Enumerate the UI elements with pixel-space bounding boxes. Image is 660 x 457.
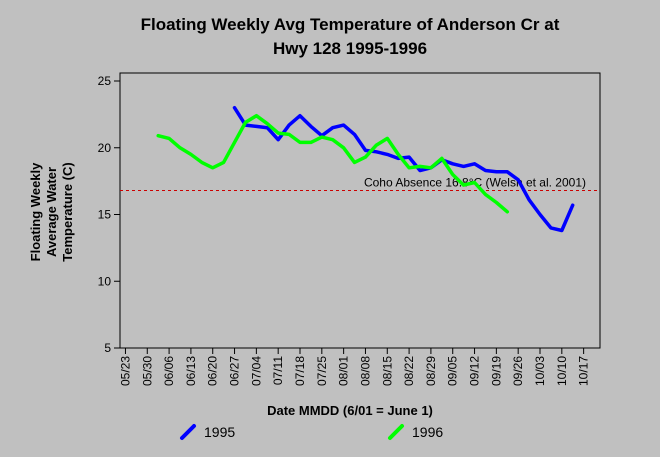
legend-label: 1996 — [412, 424, 443, 440]
x-tick-label: 08/08 — [358, 356, 372, 386]
y-axis-label-line: Average Water — [44, 167, 59, 257]
x-tick-label: 08/29 — [424, 356, 438, 386]
x-tick-label: 10/03 — [533, 356, 547, 386]
legend-swatch — [180, 424, 196, 440]
chart-title: Hwy 128 1995-1996 — [273, 39, 427, 58]
legend-label: 1995 — [204, 424, 235, 440]
y-tick-label: 25 — [98, 74, 112, 88]
x-tick-label: 08/15 — [380, 356, 394, 386]
x-tick-label: 07/25 — [315, 356, 329, 386]
x-tick-label: 06/06 — [162, 356, 176, 386]
x-tick-label: 07/11 — [271, 356, 285, 385]
x-tick-label: 05/23 — [118, 356, 132, 386]
x-tick-label: 10/10 — [555, 356, 569, 386]
x-tick-label: 06/27 — [228, 356, 242, 386]
x-tick-label: 09/26 — [511, 356, 525, 386]
x-tick-label: 07/04 — [249, 356, 263, 386]
x-tick-label: 08/01 — [337, 356, 351, 386]
legend-swatch — [388, 424, 404, 440]
x-tick-label: 06/13 — [184, 356, 198, 386]
x-axis-label: Date MMDD (6/01 = June 1) — [267, 403, 433, 418]
y-axis-label: Floating Weekly Average Water Temperatur… — [28, 162, 75, 262]
x-tick-label: 07/18 — [293, 356, 307, 386]
series-line — [156, 113, 510, 214]
series-line — [232, 105, 575, 233]
chart-title: Floating Weekly Avg Temperature of Ander… — [141, 15, 560, 34]
x-tick-label: 09/19 — [489, 356, 503, 386]
x-tick-label: 08/22 — [402, 356, 416, 386]
y-axis-label-line: Temperature (C) — [60, 162, 75, 261]
y-tick-label: 15 — [98, 208, 112, 222]
x-tick-label: 06/20 — [206, 356, 220, 386]
plot-area — [119, 72, 601, 349]
x-tick-label: 10/17 — [577, 356, 591, 386]
x-tick-label: 09/12 — [468, 356, 482, 386]
x-tick-label: 09/05 — [446, 356, 460, 386]
x-tick-label: 05/30 — [140, 356, 154, 386]
y-tick-label: 5 — [104, 341, 111, 355]
y-axis-label-line: Floating Weekly — [28, 162, 43, 261]
y-tick-label: 20 — [98, 141, 112, 155]
y-tick-label: 10 — [98, 274, 112, 288]
